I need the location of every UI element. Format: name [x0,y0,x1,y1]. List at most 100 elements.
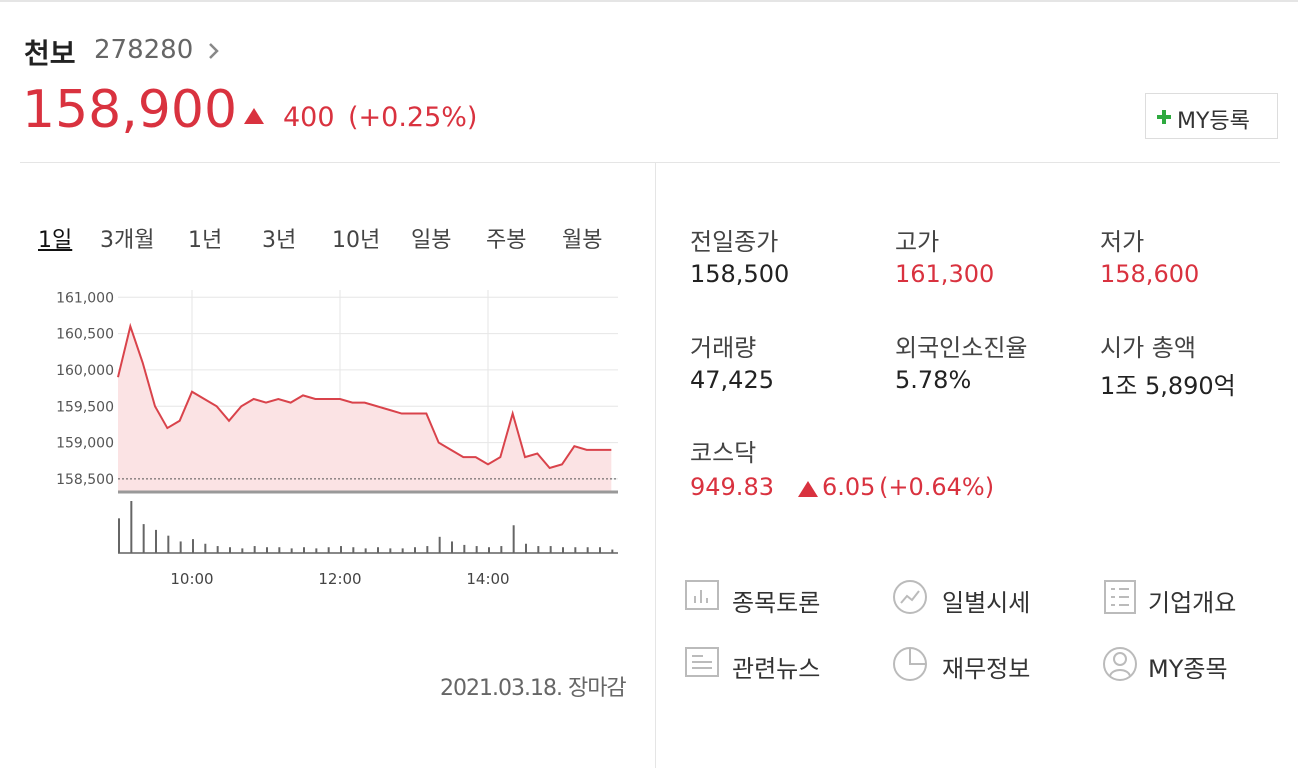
volume-bar [229,547,231,553]
change: 400 [283,102,335,133]
link[interactable]: 일별시세 [942,589,1031,617]
stat-value: 1조 5,890억 [1100,372,1236,400]
volume-bar [352,547,355,553]
volume-bar [130,501,133,553]
volume-bar [340,546,342,553]
stat-label: 전일종가 [690,228,779,256]
price: 158,900 [22,80,238,140]
my-button-label[interactable]: MY등록 [1177,109,1250,134]
volume-bar [562,547,564,553]
price-area [118,326,612,492]
volume-bar [401,548,404,553]
tab[interactable]: 일봉 [411,228,452,253]
stat-value: 158,500 [690,260,790,288]
volume-bar [389,548,392,553]
volume-bar [414,547,416,553]
stat-label: 저가 [1100,228,1145,256]
volume-bar [278,547,281,553]
link[interactable]: 관련뉴스 [732,655,821,683]
volume-bar [426,546,429,553]
volume-bar [204,543,207,553]
volume-bar [611,549,614,553]
volume-bar [488,547,490,553]
volume-bar [327,547,330,553]
volume-bar [451,541,453,553]
tab[interactable]: 주봉 [486,228,527,253]
x-tick-label: 10:00 [170,570,213,588]
link-icons [1103,580,1137,681]
volume-bar [512,525,515,553]
stat-label: 시가 총액 [1100,334,1196,362]
tab[interactable]: 3년 [262,228,297,253]
change-rate: (+0.25%) [348,102,478,133]
volume-bar [500,546,503,553]
tab[interactable]: 월봉 [562,228,603,253]
my-button[interactable]: MY등록 [1145,93,1278,139]
volume-bar [315,548,318,553]
stat-label: 거래량 [690,334,757,362]
y-tick-label: 160,000 [56,363,114,379]
volume-bar [155,529,157,553]
top-border [0,0,1298,2]
volume-bar [241,548,244,553]
volume-bar [303,547,305,553]
volume-bar [118,518,120,553]
volume-bar [525,543,527,553]
chevron [209,43,219,59]
volume-bar [290,548,293,553]
x-tick-label: 12:00 [318,570,361,588]
tab[interactable]: 1일 [38,228,73,253]
volume-bar [475,546,478,553]
price-line [117,322,612,470]
kosdaq-label: 코스닥 [690,439,757,467]
y-tick-label: 159,500 [56,399,114,415]
volume-bar [574,547,577,553]
tab[interactable]: 10년 [332,228,381,253]
volume-bar [167,535,170,553]
volume-bar [438,536,441,553]
stat-value: 158,600 [1100,260,1200,288]
stat-label: 고가 [895,228,940,256]
volume-bar [586,547,589,553]
volume-bar [266,547,268,553]
kosdaq-value: 949.83 [690,473,774,501]
volume-bar [179,541,182,553]
tab[interactable]: 3개월 [100,228,155,253]
volume-bar [599,547,601,553]
link[interactable]: 종목토론 [732,589,821,617]
y-tick-label: 161,000 [56,290,114,306]
link[interactable]: MY종목 [1148,655,1228,683]
chart: 158,500 159,000 159,500 160,000 160,500 161,0… [56,290,618,588]
x-tick-label: 14:00 [466,570,509,588]
volume-bar [549,546,552,553]
volume-bar [253,546,256,553]
volume-bar [537,546,540,553]
up-arrow [798,481,818,497]
stat-value: 47,425 [690,366,774,394]
stat-value: 161,300 [895,260,995,288]
divider [655,163,656,768]
volume-bar [463,544,466,553]
volume-bar [192,539,194,553]
plus-icon [1157,110,1171,124]
stock-name[interactable]: 천보 [24,37,76,70]
stat-value: 5.78% [895,366,972,394]
date-status: 2021.03.18. 장마감 [440,676,627,701]
kosdaq-change-rate: (+0.64%) [879,473,995,501]
stock-code[interactable]: 278280 [94,35,194,65]
up-arrow [244,108,264,124]
y-tick-label: 158,500 [56,472,114,488]
link[interactable]: 기업개요 [1148,589,1237,617]
link[interactable]: 재무정보 [942,655,1031,683]
link-icons [685,580,719,677]
link-icons [893,580,927,681]
divider [20,162,1280,163]
volume-bar [142,524,145,553]
y-tick-label: 159,000 [56,436,114,452]
volume-bar [364,548,367,553]
stat-label: 외국인소진율 [895,334,1028,362]
tab[interactable]: 1년 [188,228,223,253]
kosdaq-change: 6.05 [822,473,876,501]
volume-bar [377,547,379,553]
